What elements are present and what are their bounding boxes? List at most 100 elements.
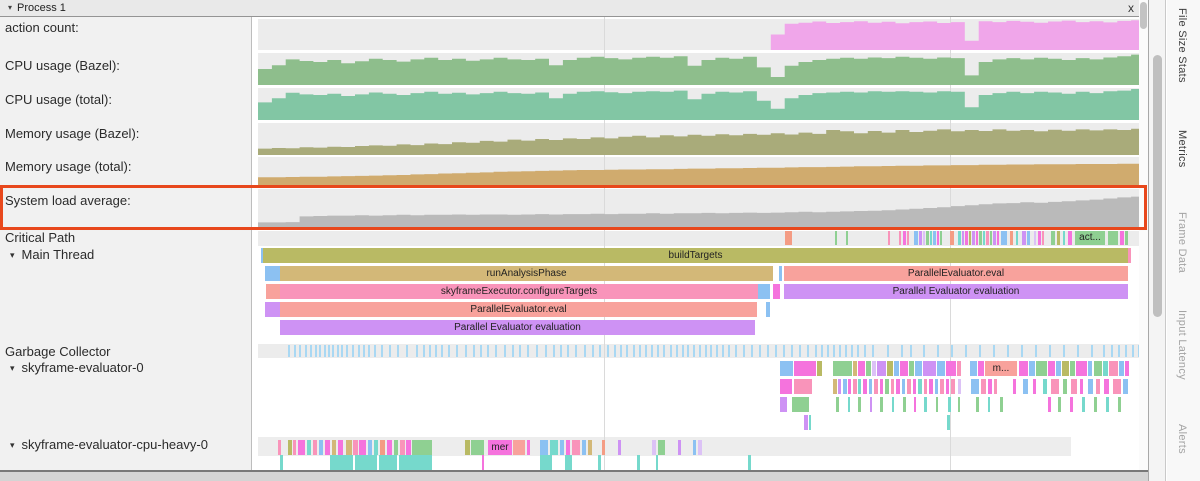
slice[interactable] xyxy=(833,379,837,394)
slice[interactable] xyxy=(971,379,979,394)
track-label-skyframe-evaluator-0[interactable]: ▾ skyframe-evaluator-0 xyxy=(10,360,144,375)
slice[interactable] xyxy=(853,361,857,376)
slice[interactable] xyxy=(924,397,927,412)
slice[interactable] xyxy=(1094,361,1102,376)
gc-tick[interactable] xyxy=(584,345,586,357)
gc-tick[interactable] xyxy=(993,345,995,357)
gc-tick[interactable] xyxy=(1103,345,1105,357)
slice[interactable] xyxy=(1027,231,1030,245)
slice[interactable]: buildTargets xyxy=(263,248,1128,263)
slice[interactable] xyxy=(598,455,601,470)
slice[interactable] xyxy=(853,379,857,394)
gc-tick[interactable] xyxy=(1063,345,1065,357)
gc-tick[interactable] xyxy=(783,345,785,357)
slice[interactable]: ParallelEvaluator.eval xyxy=(280,302,757,317)
slice[interactable] xyxy=(940,379,944,394)
slice[interactable] xyxy=(307,440,311,455)
gc-tick[interactable] xyxy=(599,345,601,357)
slice[interactable] xyxy=(1010,231,1013,245)
slice[interactable] xyxy=(471,440,484,455)
slice[interactable] xyxy=(353,440,358,455)
slice[interactable] xyxy=(1082,397,1085,412)
slice[interactable] xyxy=(1019,361,1028,376)
slice[interactable] xyxy=(937,361,945,376)
slice[interactable] xyxy=(894,361,899,376)
gc-tick[interactable] xyxy=(519,345,521,357)
slice[interactable]: Parallel Evaluator evaluation xyxy=(784,284,1128,299)
slice[interactable]: skyframeExecutor.configureTargets xyxy=(280,284,758,299)
gc-tick[interactable] xyxy=(310,345,312,357)
gc-tick[interactable] xyxy=(416,345,418,357)
gc-tick[interactable] xyxy=(1111,345,1113,357)
tab-metrics[interactable]: Metrics xyxy=(1176,130,1188,168)
slice[interactable] xyxy=(325,440,330,455)
slice[interactable] xyxy=(976,231,978,245)
gc-tick[interactable] xyxy=(435,345,437,357)
slice[interactable] xyxy=(872,361,876,376)
timeline-scrollbar[interactable] xyxy=(1139,0,1148,470)
slice[interactable] xyxy=(406,440,411,455)
slice[interactable] xyxy=(602,440,605,455)
slice[interactable] xyxy=(858,361,865,376)
slice[interactable] xyxy=(970,361,977,376)
slice[interactable] xyxy=(394,440,398,455)
slice[interactable] xyxy=(833,361,852,376)
gc-tick[interactable] xyxy=(833,345,835,357)
gc-tick[interactable] xyxy=(332,345,334,357)
gc-tick[interactable] xyxy=(352,345,354,357)
slice[interactable] xyxy=(1042,231,1044,245)
gc-tick[interactable] xyxy=(857,345,859,357)
slice[interactable] xyxy=(902,379,905,394)
slice[interactable] xyxy=(1048,361,1055,376)
gc-tick[interactable] xyxy=(676,345,678,357)
slice[interactable] xyxy=(1103,361,1108,376)
slice[interactable] xyxy=(560,440,564,455)
slice[interactable] xyxy=(1125,231,1128,245)
slice[interactable] xyxy=(346,440,352,455)
gc-tick[interactable] xyxy=(368,345,370,357)
slice[interactable] xyxy=(909,361,914,376)
slice[interactable]: act... xyxy=(1075,231,1105,245)
slice[interactable] xyxy=(835,231,837,245)
slice[interactable] xyxy=(387,440,392,455)
slice[interactable] xyxy=(891,379,894,394)
slice[interactable] xyxy=(900,361,908,376)
slice[interactable] xyxy=(957,361,961,376)
slice[interactable] xyxy=(903,397,906,412)
slice[interactable] xyxy=(266,284,280,299)
slice[interactable] xyxy=(540,440,548,455)
gc-tick[interactable] xyxy=(441,345,443,357)
gc-tick[interactable] xyxy=(575,345,577,357)
gc-tick[interactable] xyxy=(341,345,343,357)
slice[interactable] xyxy=(1038,231,1041,245)
slice[interactable] xyxy=(880,397,883,412)
slice[interactable] xyxy=(913,379,916,394)
slice[interactable] xyxy=(1062,361,1069,376)
gc-tick[interactable] xyxy=(315,345,317,357)
gc-tick[interactable] xyxy=(633,345,635,357)
gc-tick[interactable] xyxy=(839,345,841,357)
gc-tick[interactable] xyxy=(374,345,376,357)
gc-tick[interactable] xyxy=(456,345,458,357)
slice[interactable] xyxy=(907,231,909,245)
gc-tick[interactable] xyxy=(465,345,467,357)
slice[interactable]: ParallelEvaluator.eval xyxy=(784,266,1128,281)
gc-tick[interactable] xyxy=(657,345,659,357)
slice[interactable] xyxy=(962,231,964,245)
slice[interactable] xyxy=(937,231,939,245)
slice[interactable] xyxy=(773,284,780,299)
slice[interactable] xyxy=(990,231,992,245)
slice[interactable] xyxy=(993,231,996,245)
slice[interactable] xyxy=(330,455,353,470)
gc-tick[interactable] xyxy=(735,345,737,357)
gc-tick[interactable] xyxy=(389,345,391,357)
gc-tick[interactable] xyxy=(1125,345,1127,357)
slice[interactable] xyxy=(948,397,951,412)
gc-tick[interactable] xyxy=(1091,345,1093,357)
timeline-canvas[interactable]: act... buildTargets runAnalysisPhase Paral… xyxy=(258,17,1145,470)
slice[interactable] xyxy=(951,379,955,394)
gc-tick[interactable] xyxy=(294,345,296,357)
slice[interactable] xyxy=(1051,379,1059,394)
cpu-total-chart[interactable] xyxy=(258,88,1145,120)
slice[interactable] xyxy=(923,231,925,245)
